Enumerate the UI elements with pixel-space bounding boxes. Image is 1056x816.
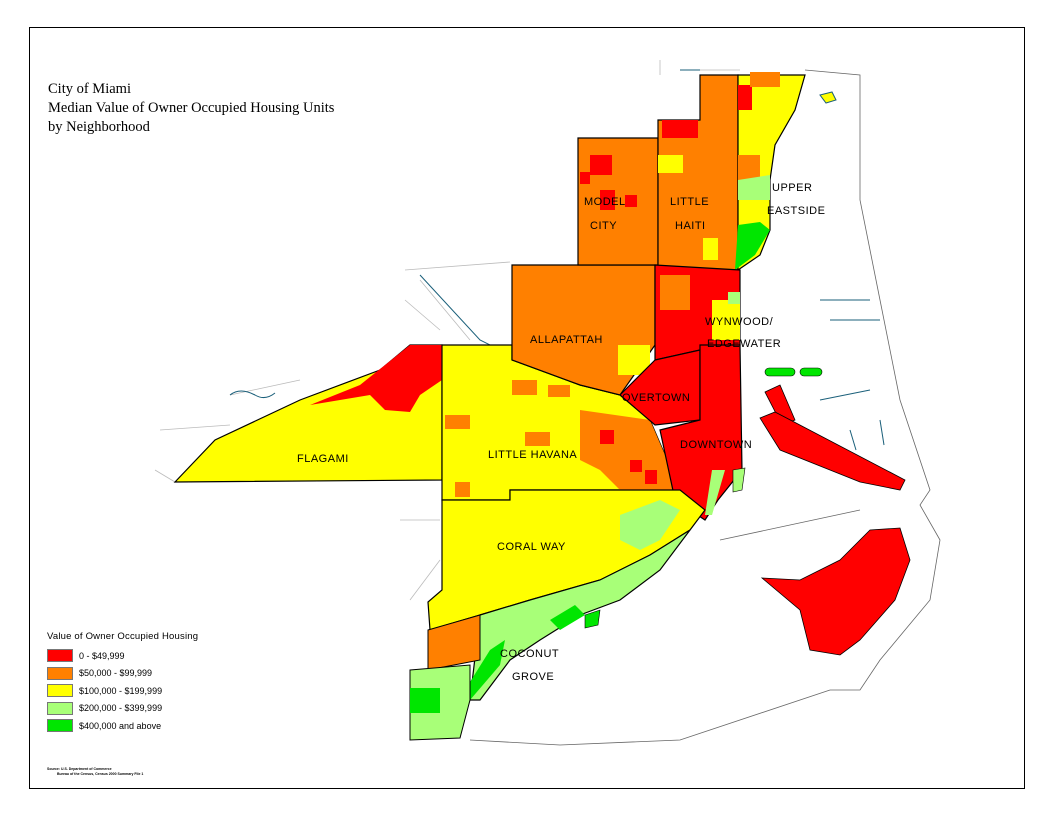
legend-item: $50,000 - $99,999 [47,665,198,683]
legend-item: $100,000 - $199,999 [47,682,198,700]
red-blocks [600,430,657,484]
label-little-haiti: LITTLE [670,196,709,208]
label-model-city-2: CITY [590,220,617,232]
background-roads [154,60,941,746]
orange-block [660,275,690,310]
green-block [550,605,585,630]
legend-swatch [47,649,73,663]
legend-label: $50,000 - $99,999 [79,668,153,679]
green-strip [465,640,505,700]
label-little-havana: LITTLE HAVANA [488,449,577,461]
source-line-1: Source: U.S. Department of Commerce [47,767,112,771]
label-coral-way: CORAL WAY [497,541,566,553]
legend-swatch [47,684,73,698]
label-upper-eastside: UPPER [772,182,812,194]
island-dodge[interactable] [759,411,906,491]
legend-title: Value of Owner Occupied Housing [47,631,199,642]
island-virginia-key[interactable] [760,527,911,656]
legend-label: 0 - $49,999 [79,650,125,661]
label-allapattah: ALLAPATTAH [530,334,603,346]
map-legend: Value of Owner Occupied Housing 0 - $49,… [47,631,198,735]
legend-label: $200,000 - $399,999 [79,703,163,714]
legend-label: $400,000 and above [79,720,162,731]
region-southwest[interactable] [427,614,481,671]
region-flagami-red [310,345,442,412]
source-line-2: Bureau of the Census, Census 2000 Summar… [57,772,144,776]
label-overtown: OVERTOWN [622,392,690,404]
lightgreen-block [620,500,680,550]
lightgreen-block [728,292,740,304]
label-coconut-grove-2: GROVE [512,671,554,683]
yellow-block [712,300,740,340]
label-upper-eastside-2: EASTSIDE [767,205,825,217]
legend-item: 0 - $49,999 [47,647,198,665]
label-edgewater: EDGEWATER [707,338,781,350]
source-note: Source: U.S. Department of Commerce Bure… [47,767,143,777]
label-coconut-grove: COCONUT [500,648,559,660]
orange-block [738,155,760,180]
green-island [799,367,823,377]
model-city-red-blocks [580,155,637,210]
red-block [738,85,752,110]
green-block [410,688,440,713]
label-wynwood: WYNWOOD/ [705,316,774,328]
title-line-1: City of Miami [48,81,131,97]
title-line-2: Median Value of Owner Occupied Housing U… [48,100,335,116]
map-title: City of Miami Median Value of Owner Occu… [48,80,334,137]
legend-item: $400,000 and above [47,717,198,735]
title-line-3: by Neighborhood [48,119,150,135]
lightgreen-block [738,175,770,200]
green-block [735,222,770,270]
lightgreen-block [705,470,725,515]
green-island [764,367,796,377]
red-block [662,120,698,138]
legend-item: $200,000 - $399,999 [47,700,198,718]
label-downtown: DOWNTOWN [680,439,752,451]
yellow-block [703,238,718,260]
neighborhood-labels: MODEL CITY LITTLE HAITI UPPER EASTSIDE A… [297,182,825,683]
yellow-block [658,155,683,173]
green-island [584,609,601,629]
label-flagami: FLAGAMI [297,453,349,465]
label-model-city: MODEL [584,196,626,208]
legend-label: $100,000 - $199,999 [79,685,163,696]
orange-blocks [445,380,570,497]
map-frame [29,27,1025,789]
lightgreen-island [732,467,746,493]
legend-swatch [47,719,73,733]
orange-block [750,72,780,87]
label-little-haiti-2: HAITI [675,220,706,232]
legend-swatch [47,666,73,680]
legend-swatch [47,701,73,715]
